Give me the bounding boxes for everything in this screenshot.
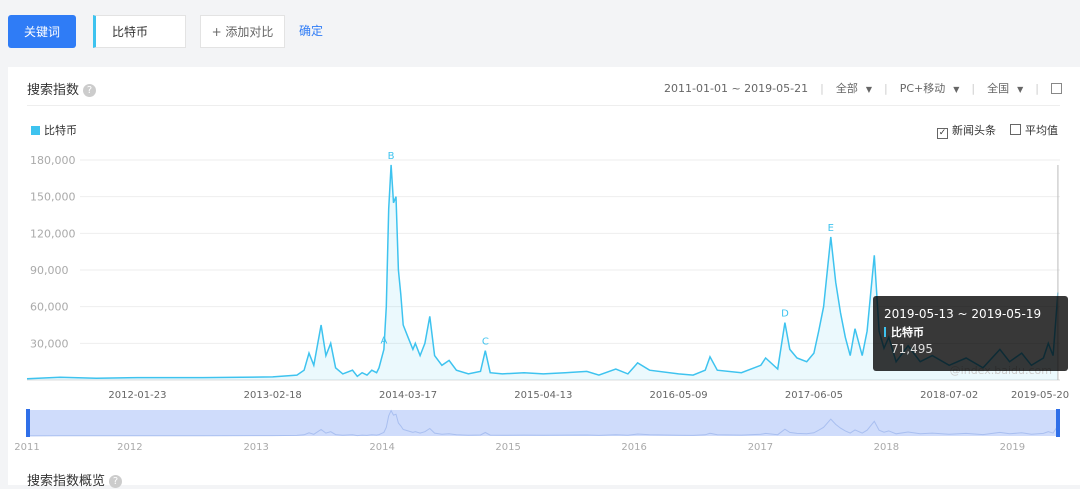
x-tick-label: 2016-05-09 xyxy=(650,390,708,401)
confirm-link[interactable]: 确定 xyxy=(299,24,324,38)
tooltip-series: 比特币 xyxy=(891,325,924,339)
y-tick-label: 120,000 xyxy=(30,227,76,240)
brush-tick-label: 2017 xyxy=(748,442,773,453)
help-icon[interactable]: ? xyxy=(83,84,97,97)
annotation: B xyxy=(388,151,395,162)
filters: 2011-01-01 ~ 2019-05-21 | 全部 ▼ | PC+移动 ▼ | 全国 ▼ | xyxy=(664,80,1062,96)
brush-tick-label: 2013 xyxy=(243,442,268,453)
tooltip-date: 2019-05-13 ~ 2019-05-19 xyxy=(884,307,1041,321)
y-tick-label: 150,000 xyxy=(30,191,76,204)
y-tick-label: 30,000 xyxy=(30,337,69,350)
separator: | xyxy=(1035,81,1039,95)
x-tick-label: 2018-07-02 xyxy=(920,390,978,401)
option[interactable]: 平均值 xyxy=(1010,122,1058,139)
x-tick-label: 2013-02-18 xyxy=(244,390,302,401)
annotation: D xyxy=(781,309,789,320)
brush-tick-label: 2019 xyxy=(1000,442,1025,453)
legend: 比特币 xyxy=(31,122,77,138)
separator: | xyxy=(820,81,824,95)
x-tick-label: 2019-05-20 xyxy=(1011,390,1069,401)
brush-tick-label: 2015 xyxy=(495,442,520,453)
filter-dropdown[interactable]: 全国 ▼ xyxy=(987,82,1024,95)
add-compare-button[interactable]: + 添加对比 xyxy=(200,15,285,48)
dropdown-arrow: ▼ xyxy=(865,85,872,94)
options: ✓ 新闻头条 平均值 xyxy=(923,122,1058,139)
brush-handle xyxy=(26,409,30,437)
dropdown-arrow: ▼ xyxy=(1017,85,1024,94)
brush-tick-label: 2012 xyxy=(117,442,142,453)
y-tick-label: 60,000 xyxy=(30,301,69,314)
x-tick-label: 2014-03-17 xyxy=(379,390,437,401)
keyword-button[interactable]: 关键词 xyxy=(8,15,76,48)
filter-dropdown[interactable]: 全部 ▼ xyxy=(835,82,872,95)
y-tick-label: 180,000 xyxy=(30,154,76,167)
export-icon[interactable] xyxy=(1051,82,1062,94)
checkbox: ✓ xyxy=(937,128,948,139)
divider xyxy=(27,105,1060,106)
y-tick-label: 90,000 xyxy=(30,264,69,277)
tooltip-swatch xyxy=(884,327,886,337)
date-range[interactable]: 2011-01-01 ~ 2019-05-21 xyxy=(664,81,809,95)
option[interactable]: ✓ 新闻头条 xyxy=(937,122,996,139)
brush-tick-label: 2011 xyxy=(14,442,39,453)
legend-label[interactable]: 比特币 xyxy=(44,124,77,137)
x-tick-label: 2017-06-05 xyxy=(785,390,843,401)
brush-tick-label: 2018 xyxy=(874,442,899,453)
x-tick-label: 2012-01-23 xyxy=(108,390,166,401)
panel-title-wrap: 搜索指数? xyxy=(27,79,97,98)
panel-title: 搜索指数 xyxy=(27,83,80,98)
separator: | xyxy=(884,81,888,95)
filter-dropdown[interactable]: PC+移动 ▼ xyxy=(899,82,960,95)
option-label: 新闻头条 xyxy=(952,124,996,137)
annotation: A xyxy=(380,335,387,346)
tooltip-value: 71,495 xyxy=(891,342,933,356)
legend-swatch xyxy=(31,126,40,135)
x-tick-label: 2015-04-13 xyxy=(514,390,572,401)
option-label: 平均值 xyxy=(1025,124,1058,137)
dropdown-arrow: ▼ xyxy=(953,85,960,94)
brush-tick-label: 2014 xyxy=(369,442,394,453)
brush-line xyxy=(26,409,1059,437)
separator: | xyxy=(971,81,976,95)
checkbox xyxy=(1010,124,1021,135)
tooltip-box xyxy=(873,296,1068,371)
keyword-input[interactable]: 比特币 xyxy=(93,15,186,48)
brush-tick-label: 2016 xyxy=(621,442,646,453)
brush-handle xyxy=(1056,409,1060,437)
annotation: E xyxy=(828,223,834,234)
annotation: C xyxy=(482,337,489,348)
